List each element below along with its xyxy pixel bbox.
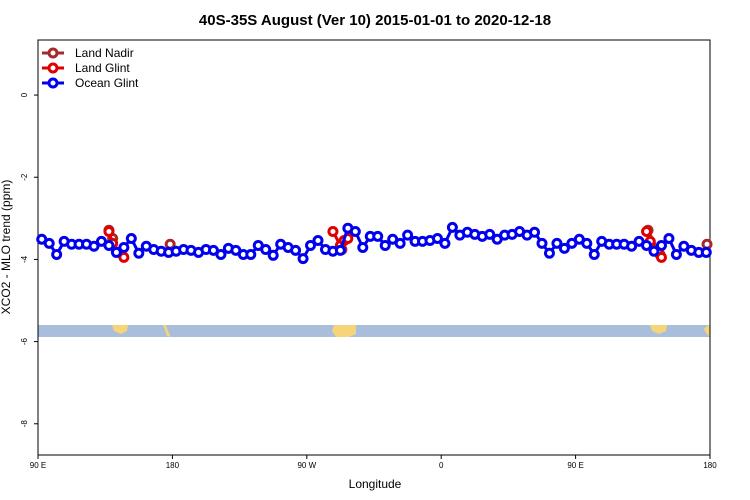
- x-tick-label: 90 E: [30, 461, 46, 470]
- data-point: [349, 225, 361, 237]
- data-point: [484, 228, 496, 240]
- data-point: [670, 248, 682, 260]
- data-point: [327, 225, 339, 237]
- y-tick-label: -6: [20, 337, 29, 345]
- data-point: [379, 239, 391, 251]
- map-strip: [38, 325, 710, 337]
- legend-marker: [47, 62, 59, 74]
- data-point: [394, 237, 406, 249]
- data-point: [357, 242, 369, 253]
- x-tick-label: 90 W: [297, 461, 316, 470]
- data-point: [267, 249, 279, 261]
- data-point: [529, 226, 541, 238]
- data-point: [215, 248, 227, 260]
- data-point: [125, 232, 137, 244]
- data-point: [133, 247, 145, 259]
- data-point: [103, 239, 115, 251]
- data-point: [290, 244, 302, 256]
- x-tick-label: 0: [439, 461, 444, 470]
- y-tick-label: -2: [20, 173, 29, 181]
- data-point: [641, 239, 653, 251]
- legend-label: Ocean Glint: [75, 76, 139, 90]
- data-point: [641, 225, 653, 237]
- data-point: [558, 242, 570, 254]
- data-point: [431, 232, 443, 244]
- legend-label: Land Nadir: [75, 46, 134, 60]
- data-point: [402, 229, 414, 241]
- legend-marker: [47, 77, 59, 89]
- y-tick-label: -8: [20, 420, 29, 428]
- data-point: [305, 239, 317, 251]
- data-point: [663, 232, 675, 244]
- data-point: [245, 248, 257, 260]
- data-point: [648, 245, 660, 257]
- data-point: [312, 235, 324, 247]
- data-point: [110, 246, 122, 258]
- data-point: [655, 239, 667, 251]
- chart-title: 40S-35S August (Ver 10) 2015-01-01 to 20…: [199, 12, 551, 29]
- data-point: [700, 246, 712, 258]
- data-point: [103, 225, 115, 237]
- legend-label: Land Glint: [75, 61, 130, 75]
- y-tick-label: -4: [20, 255, 29, 263]
- data-point: [43, 237, 55, 249]
- data-point: [260, 244, 272, 256]
- data-point: [581, 237, 593, 249]
- data-point: [51, 248, 63, 260]
- data-point: [588, 248, 600, 260]
- x-tick-label: 90 E: [567, 461, 583, 470]
- x-axis-label: Longitude: [349, 477, 402, 491]
- data-point: [626, 240, 638, 252]
- x-tick-label: 180: [166, 461, 180, 470]
- y-tick-label: 0: [20, 92, 29, 97]
- data-point: [655, 251, 667, 263]
- data-point: [118, 242, 130, 253]
- y-axis-label: XCO2 - MLO trend (ppm): [0, 180, 13, 315]
- legend-marker: [47, 47, 59, 59]
- data-point: [551, 237, 563, 249]
- data-point: [334, 244, 346, 256]
- data-point: [372, 230, 384, 242]
- data-point: [446, 221, 458, 233]
- data-point: [439, 237, 451, 249]
- data-point: [118, 251, 130, 263]
- data-point: [536, 237, 548, 249]
- data-point: [543, 247, 555, 259]
- x-tick-label: 180: [703, 461, 717, 470]
- data-point: [88, 240, 100, 252]
- data-point: [297, 253, 309, 265]
